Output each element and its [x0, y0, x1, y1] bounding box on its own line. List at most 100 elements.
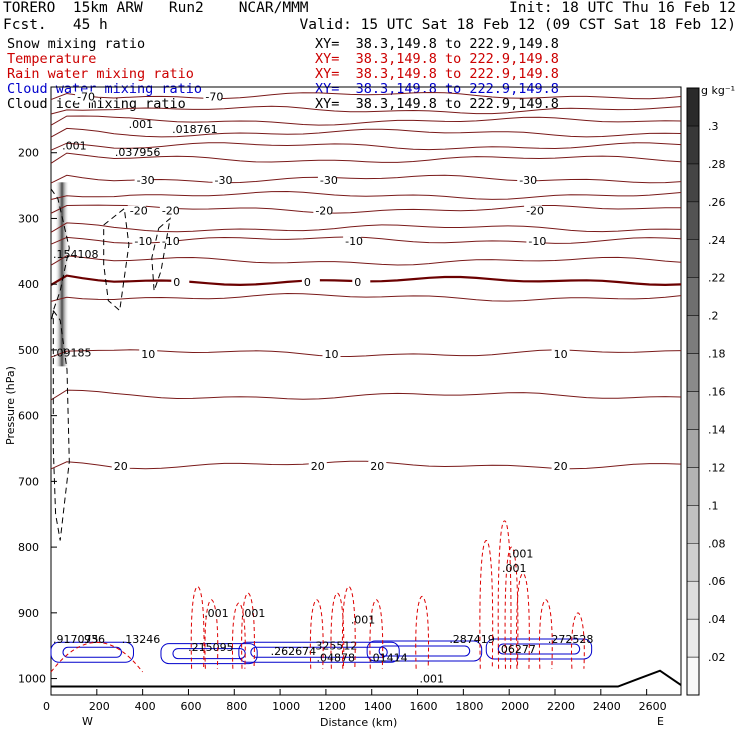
- isotherm-label: 10: [141, 348, 155, 361]
- y-tick-label: 500: [18, 344, 39, 357]
- snow-contour: [52, 310, 70, 541]
- colorbar-bin: [686, 239, 700, 278]
- cloud-water-maximum-label: .287419: [449, 633, 495, 646]
- snow-contour: [50, 188, 70, 324]
- y-tick-label: 800: [18, 541, 39, 554]
- cloud-water-contour: [160, 643, 258, 665]
- isotherm-label-bg: [551, 460, 570, 472]
- x-tick-label: 1800: [455, 700, 483, 713]
- isotherm--60: [50, 105, 682, 115]
- x-tick-label: 400: [135, 700, 156, 713]
- colorbar-tick-label: .1: [708, 499, 719, 512]
- isotherm--70: [50, 91, 682, 101]
- x-tick-label: 2600: [639, 700, 667, 713]
- cloud-water-contour: [172, 648, 246, 660]
- east-endpoint-label: E: [657, 715, 664, 728]
- isotherm--30: [50, 174, 682, 184]
- isotherm-20: [50, 460, 682, 470]
- colorbar-tick-label: .06: [708, 575, 726, 588]
- isotherm-label: -30: [215, 174, 233, 187]
- colorbar-tick-label: .24: [708, 234, 726, 247]
- isotherm--50: [50, 115, 682, 126]
- rain-contour: [369, 599, 384, 669]
- isotherm--10: [50, 236, 682, 245]
- colorbar-frame: [686, 87, 700, 696]
- isotherm-label-bg: [212, 175, 231, 187]
- cloud-water-contour: [378, 645, 471, 657]
- rain-contour: [497, 520, 512, 669]
- y-tick-label: 300: [18, 212, 39, 225]
- isotherm-label: 10: [324, 348, 338, 361]
- x-tick-label: 0: [43, 700, 50, 713]
- rain-contour: [516, 572, 530, 669]
- x-tick-label: 1600: [410, 700, 438, 713]
- isotherm--45: [50, 127, 682, 138]
- isotherm-label: 0: [173, 276, 180, 289]
- isotherm-label-bg: [343, 236, 362, 248]
- isotherm-label-bg: [524, 205, 543, 217]
- colorbar-bin: [686, 277, 700, 316]
- rain-contour: [504, 546, 519, 669]
- colorbar-tick-label: .22: [708, 272, 726, 285]
- snow-contour: [151, 217, 171, 291]
- isotherm-label: 0: [354, 276, 361, 289]
- isotherm-label-bg: [551, 349, 570, 361]
- colorbar-bin: [686, 580, 700, 620]
- isotherm--35: [50, 152, 682, 164]
- colorbar-tick-label: .16: [708, 386, 726, 399]
- cloud-water-contour: [485, 638, 593, 660]
- isotherm-label: -10: [134, 235, 152, 248]
- isotherm-label: 20: [114, 460, 128, 473]
- rain-contour: [571, 612, 585, 669]
- colorbar-tick-label: .2: [708, 310, 719, 323]
- colorbar-tick-label: .08: [708, 537, 726, 550]
- isotherm-label: 20: [370, 460, 384, 473]
- colorbar-bin: [686, 391, 700, 430]
- x-tick-label: 2400: [593, 700, 621, 713]
- colorbar-tick-label: .12: [708, 461, 726, 474]
- rain-contour: [241, 592, 255, 669]
- header-line1-left: TORERO 15km ARW Run2 NCAR/MMM: [3, 0, 309, 16]
- cloud-water-contour: [250, 646, 388, 658]
- x-tick-label: 1200: [318, 700, 346, 713]
- plot-frame: [50, 86, 682, 696]
- rain-maximum-label: .01414: [369, 652, 408, 665]
- field-name: Rain water mixing ratio: [7, 66, 194, 82]
- y-tick-label: 600: [18, 410, 39, 423]
- isotherm-label-bg: [139, 349, 158, 361]
- colorbar-bin: [686, 87, 700, 127]
- rain-maximum-label: .001: [204, 607, 229, 620]
- rain-maximum-label: .001: [241, 607, 266, 620]
- isotherm--15: [50, 222, 682, 233]
- snow-contour: [103, 207, 130, 312]
- field-name: Temperature: [7, 51, 97, 67]
- x-tick-label: 800: [226, 700, 247, 713]
- cloud-water-contour: [238, 641, 400, 663]
- rain-contour: [204, 599, 219, 669]
- colorbar-tick-label: .28: [708, 158, 726, 171]
- snow-maximum-label: .154108: [53, 248, 99, 261]
- isotherm-label-bg: [526, 236, 545, 248]
- rain-contour: [50, 641, 144, 673]
- rain-maximum-label: .001: [509, 548, 533, 561]
- snow-maximum-label: .018761: [172, 123, 218, 136]
- field-name: Snow mixing ratio: [7, 36, 146, 52]
- colorbar-bin: [686, 353, 700, 392]
- colorbar-bin: [686, 201, 700, 240]
- snow-maximum-label: .037956: [115, 146, 161, 159]
- isotherm-label-bg: [134, 175, 153, 187]
- isotherm-label-bg: [517, 175, 536, 187]
- isotherm-label: -20: [162, 204, 180, 217]
- cloud-water-maximum-label: .215095: [188, 641, 234, 654]
- isotherm--20: [50, 204, 681, 214]
- colorbar-tick-label: .14: [708, 423, 726, 436]
- cloud-water-maximum-label: .272528: [548, 633, 594, 646]
- isotherm-label-bg: [322, 349, 341, 361]
- colorbar-bin: [686, 429, 700, 468]
- isotherm-label: 10: [554, 348, 568, 361]
- x-tick-label: 1000: [272, 700, 300, 713]
- isotherm-label: -70: [77, 91, 95, 104]
- y-tick-label: 1000: [18, 673, 46, 686]
- x-tick-label: 600: [180, 700, 201, 713]
